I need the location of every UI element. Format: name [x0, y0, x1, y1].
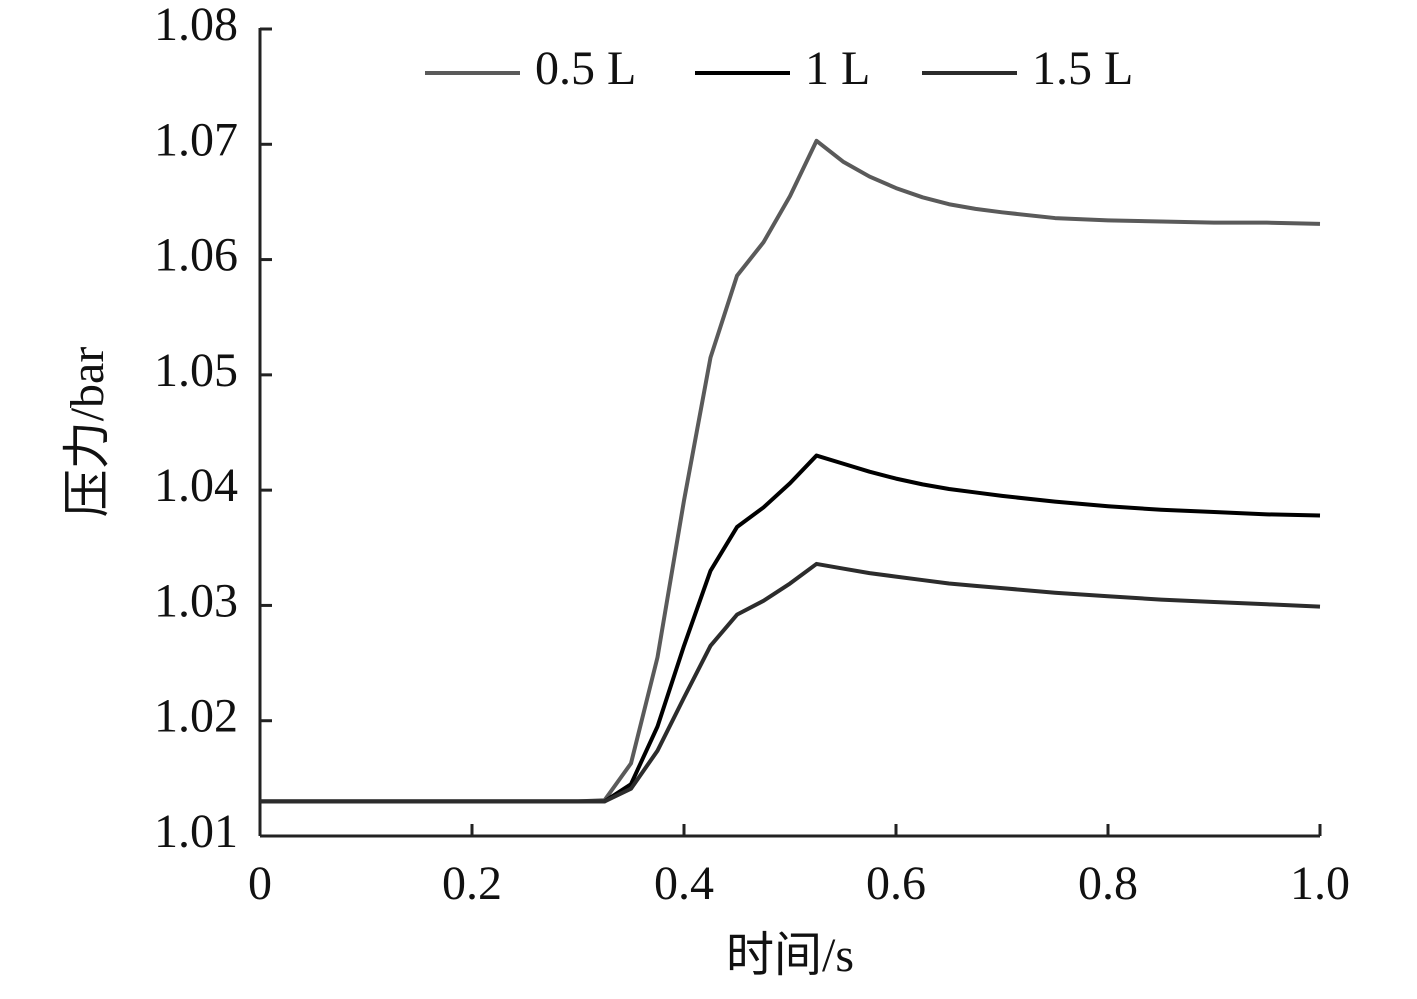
series-line [260, 138, 1321, 804]
series-line [260, 561, 1321, 804]
y-axis-label: 压力/bar [61, 347, 114, 518]
x-tick-label: 0.4 [654, 857, 714, 910]
y-tick-label: 1.06 [154, 229, 238, 282]
y-tick-label: 1.04 [154, 459, 238, 512]
series-line [260, 453, 1321, 804]
y-tick-label: 1.02 [154, 690, 238, 743]
y-tick-label: 1.07 [154, 113, 238, 166]
y-tick-label: 1.08 [154, 0, 238, 51]
x-tick-label: 0.6 [866, 857, 926, 910]
y-tick-label: 1.05 [154, 344, 238, 397]
x-axis-label: 时间/s [726, 929, 854, 982]
x-tick-label: 0.2 [442, 857, 502, 910]
legend-label: 1 L [805, 42, 870, 95]
legend-label: 0.5 L [535, 42, 636, 95]
y-tick-label: 1.03 [154, 574, 238, 627]
y-tick-label: 1.01 [154, 805, 238, 858]
x-tick-label: 0.8 [1078, 857, 1138, 910]
legend-label: 1.5 L [1032, 42, 1133, 95]
x-tick-label: 1.0 [1290, 857, 1350, 910]
x-tick-label: 0 [248, 857, 272, 910]
